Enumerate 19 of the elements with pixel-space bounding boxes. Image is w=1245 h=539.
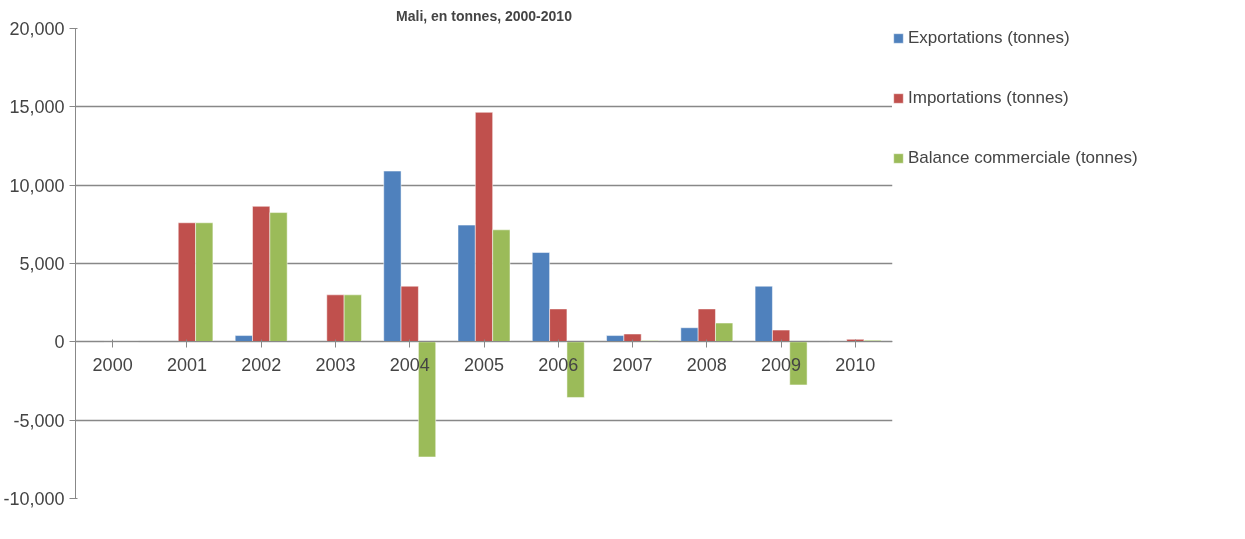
x-tick-label: 2001 [166, 354, 207, 375]
chart-title: Mali, en tonnes, 2000-2010 [396, 7, 573, 24]
y-tick-label: 15,000 [9, 97, 65, 118]
y-tick-label: -10,000 [3, 489, 65, 509]
legend-label: Importations (tonnes) [908, 88, 1069, 108]
x-tick-label: 2002 [241, 354, 282, 375]
x-tick-label: 2005 [463, 354, 505, 375]
legend-label: Exportations (tonnes) [908, 28, 1070, 48]
x-tick-label: 2003 [315, 354, 356, 375]
y-tick-label: 20,000 [9, 19, 65, 39]
y-tick-label: 0 [54, 332, 65, 353]
x-tick-label: 2007 [612, 354, 653, 375]
x-tick-label: 2010 [835, 354, 876, 375]
y-tick-label: 10,000 [9, 175, 65, 196]
legend-label: Balance commerciale (tonnes) [908, 148, 1138, 168]
x-tick-label: 2000 [92, 354, 133, 375]
x-tick-label: 2008 [686, 354, 727, 375]
y-tick-label: 5,000 [19, 254, 65, 274]
y-tick-label: -5,000 [13, 410, 65, 431]
